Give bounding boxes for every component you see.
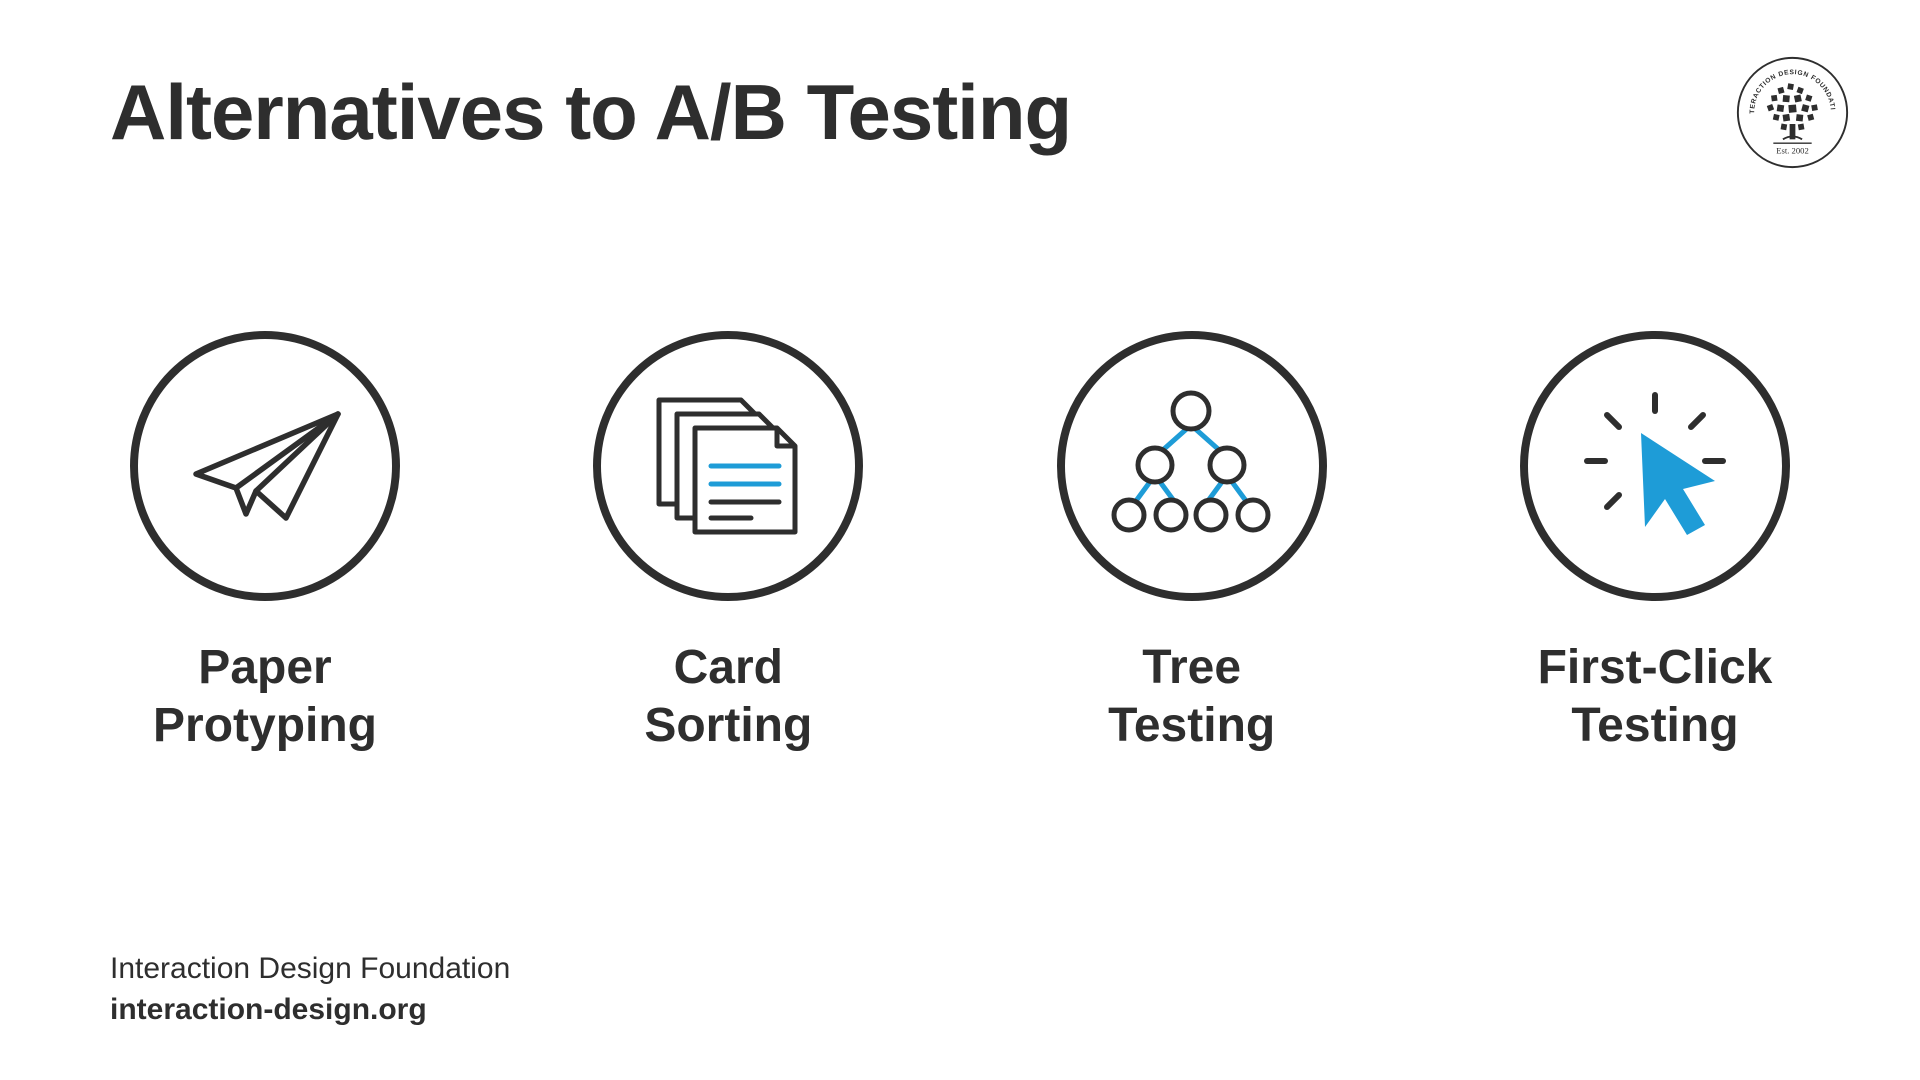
cursor-click-icon	[1565, 381, 1745, 551]
label-first-click-testing: First-Click Testing	[1538, 639, 1773, 756]
item-paper-prototyping: Paper Protyping	[120, 331, 410, 756]
footer-url: interaction-design.org	[110, 990, 510, 1031]
circle-paper-prototyping	[130, 331, 400, 601]
logo-est-text: Est. 2002	[1776, 146, 1809, 156]
item-card-sorting: Card Sorting	[583, 331, 873, 756]
label-paper-prototyping: Paper Protyping	[153, 639, 377, 756]
item-first-click-testing: First-Click Testing	[1510, 331, 1800, 756]
circle-card-sorting	[593, 331, 863, 601]
svg-text:INTERACTION DESIGN FOUNDATION: INTERACTION DESIGN FOUNDATION	[1735, 55, 1836, 114]
tree-icon	[1099, 383, 1284, 548]
card-sort-icon	[641, 386, 816, 546]
logo-top-text: INTERACTION DESIGN FOUNDATION	[1735, 55, 1836, 114]
items-row: Paper Protyping	[110, 331, 1810, 756]
footer: Interaction Design Foundation interactio…	[110, 949, 510, 1030]
footer-org: Interaction Design Foundation	[110, 949, 510, 990]
label-tree-testing: Tree Testing	[1108, 639, 1275, 756]
slide: Alternatives to A/B Testing INTERACTION …	[0, 0, 1920, 1080]
idf-logo: INTERACTION DESIGN FOUNDATION	[1735, 55, 1850, 170]
slide-title: Alternatives to A/B Testing	[110, 70, 1810, 156]
circle-tree-testing	[1057, 331, 1327, 601]
circle-first-click-testing	[1520, 331, 1790, 601]
label-card-sorting: Card Sorting	[644, 639, 812, 756]
paper-plane-icon	[178, 396, 353, 536]
item-tree-testing: Tree Testing	[1047, 331, 1337, 756]
